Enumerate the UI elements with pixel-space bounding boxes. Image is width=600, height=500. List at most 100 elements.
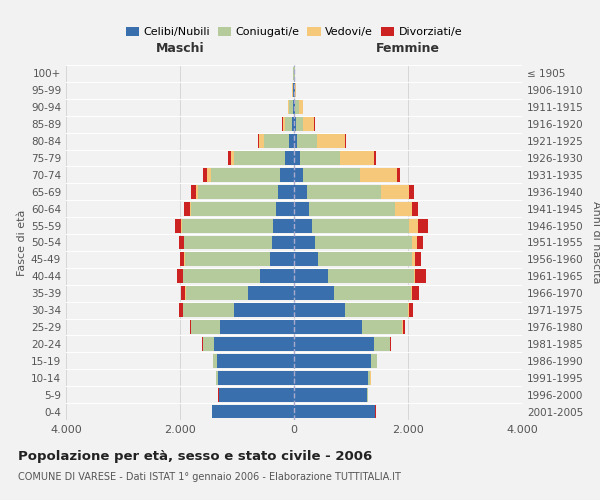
Bar: [412, 202, 418, 215]
Bar: [294, 337, 374, 351]
Bar: [213, 354, 217, 368]
Bar: [300, 151, 340, 165]
Bar: [220, 388, 294, 402]
Text: COMUNE DI VARESE - Dati ISTAT 1° gennaio 2006 - Elaborazione TUTTITALIA.IT: COMUNE DI VARESE - Dati ISTAT 1° gennaio…: [18, 472, 401, 482]
Text: Popolazione per età, sesso e stato civile - 2006: Popolazione per età, sesso e stato civil…: [18, 450, 372, 463]
Bar: [278, 185, 294, 198]
Bar: [345, 134, 346, 148]
Bar: [294, 151, 300, 165]
Bar: [412, 236, 416, 250]
Bar: [294, 117, 296, 131]
Bar: [258, 134, 259, 148]
Bar: [415, 252, 421, 266]
Bar: [294, 270, 328, 283]
Bar: [259, 134, 264, 148]
Bar: [198, 185, 278, 198]
Bar: [362, 320, 402, 334]
Bar: [415, 270, 425, 283]
Bar: [294, 134, 298, 148]
Bar: [231, 151, 234, 165]
Bar: [286, 151, 294, 165]
Bar: [217, 354, 294, 368]
Bar: [186, 286, 248, 300]
Bar: [286, 117, 292, 131]
Bar: [191, 320, 220, 334]
Bar: [289, 134, 294, 148]
Bar: [302, 117, 314, 131]
Bar: [411, 286, 412, 300]
Bar: [182, 218, 273, 232]
Bar: [294, 320, 362, 334]
Y-axis label: Fasce di età: Fasce di età: [17, 210, 27, 276]
Bar: [294, 218, 312, 232]
Bar: [307, 185, 380, 198]
Bar: [302, 168, 359, 182]
Bar: [234, 151, 286, 165]
Text: Femmine: Femmine: [376, 42, 440, 55]
Bar: [294, 286, 334, 300]
Bar: [395, 202, 412, 215]
Bar: [312, 218, 409, 232]
Bar: [191, 185, 196, 198]
Bar: [181, 286, 185, 300]
Bar: [190, 320, 191, 334]
Bar: [416, 236, 424, 250]
Bar: [217, 371, 218, 384]
Bar: [184, 236, 272, 250]
Bar: [214, 337, 294, 351]
Bar: [295, 100, 299, 114]
Bar: [179, 303, 182, 317]
Bar: [293, 100, 294, 114]
Bar: [299, 100, 303, 114]
Bar: [184, 202, 190, 215]
Bar: [294, 303, 346, 317]
Bar: [346, 303, 408, 317]
Bar: [228, 151, 231, 165]
Bar: [191, 202, 277, 215]
Bar: [203, 337, 214, 351]
Bar: [264, 134, 289, 148]
Bar: [218, 371, 294, 384]
Bar: [260, 270, 294, 283]
Y-axis label: Anni di nascita: Anni di nascita: [590, 201, 600, 284]
Bar: [397, 168, 400, 182]
Bar: [294, 185, 307, 198]
Bar: [294, 371, 368, 384]
Bar: [328, 270, 414, 283]
Bar: [294, 202, 310, 215]
Bar: [283, 117, 286, 131]
Bar: [359, 168, 397, 182]
Bar: [292, 117, 294, 131]
Bar: [409, 185, 414, 198]
Bar: [289, 100, 293, 114]
Bar: [208, 168, 211, 182]
Bar: [183, 270, 260, 283]
Bar: [294, 100, 295, 114]
Bar: [334, 286, 411, 300]
Bar: [294, 236, 315, 250]
Bar: [412, 252, 415, 266]
Bar: [412, 286, 419, 300]
Bar: [409, 218, 418, 232]
Bar: [185, 252, 270, 266]
Bar: [270, 252, 294, 266]
Bar: [294, 354, 371, 368]
Bar: [294, 252, 318, 266]
Bar: [418, 218, 428, 232]
Bar: [180, 252, 184, 266]
Bar: [294, 168, 302, 182]
Bar: [296, 117, 302, 131]
Bar: [280, 168, 294, 182]
Bar: [317, 134, 345, 148]
Bar: [234, 303, 294, 317]
Bar: [403, 320, 404, 334]
Bar: [374, 151, 376, 165]
Bar: [183, 303, 234, 317]
Bar: [248, 286, 294, 300]
Bar: [272, 236, 294, 250]
Legend: Celibi/Nubili, Coniugati/e, Vedovi/e, Divorziati/e: Celibi/Nubili, Coniugati/e, Vedovi/e, Di…: [124, 24, 464, 40]
Bar: [368, 371, 370, 384]
Bar: [190, 202, 191, 215]
Bar: [294, 388, 367, 402]
Bar: [298, 134, 317, 148]
